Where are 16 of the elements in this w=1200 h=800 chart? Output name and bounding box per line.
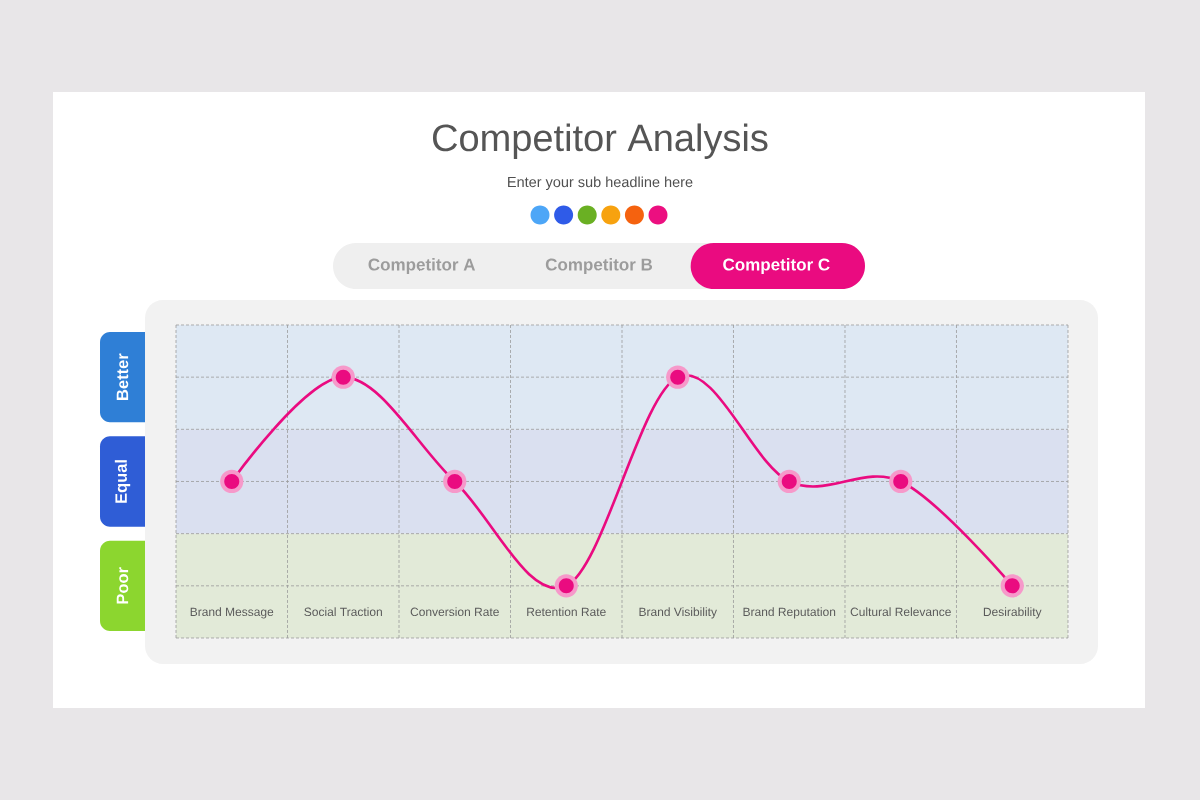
- x-tick-label: Brand Visibility: [639, 607, 717, 619]
- band-label: Better: [116, 353, 129, 400]
- chart-title: Competitor Analysis: [432, 123, 768, 159]
- band-label: Equal: [114, 460, 131, 503]
- x-tick-label: Social Traction: [304, 607, 382, 617]
- x-tick-label: Conversion Rate: [410, 607, 499, 617]
- text: Competitor A: [368, 258, 476, 274]
- x-tick-label: Brand Message: [190, 607, 274, 619]
- text: Competitor C: [723, 258, 830, 274]
- band-label: Poor: [116, 567, 129, 604]
- x-tick-label: Brand Reputation: [743, 607, 836, 619]
- x-tick-label: Desirability: [983, 607, 1042, 619]
- x-tick-label: Retention Rate: [527, 607, 606, 617]
- x-tick-label: Cultural Relevance: [850, 607, 951, 617]
- chart-subtitle: Enter your sub headline here: [508, 176, 693, 190]
- text: Competitor B: [545, 258, 653, 274]
